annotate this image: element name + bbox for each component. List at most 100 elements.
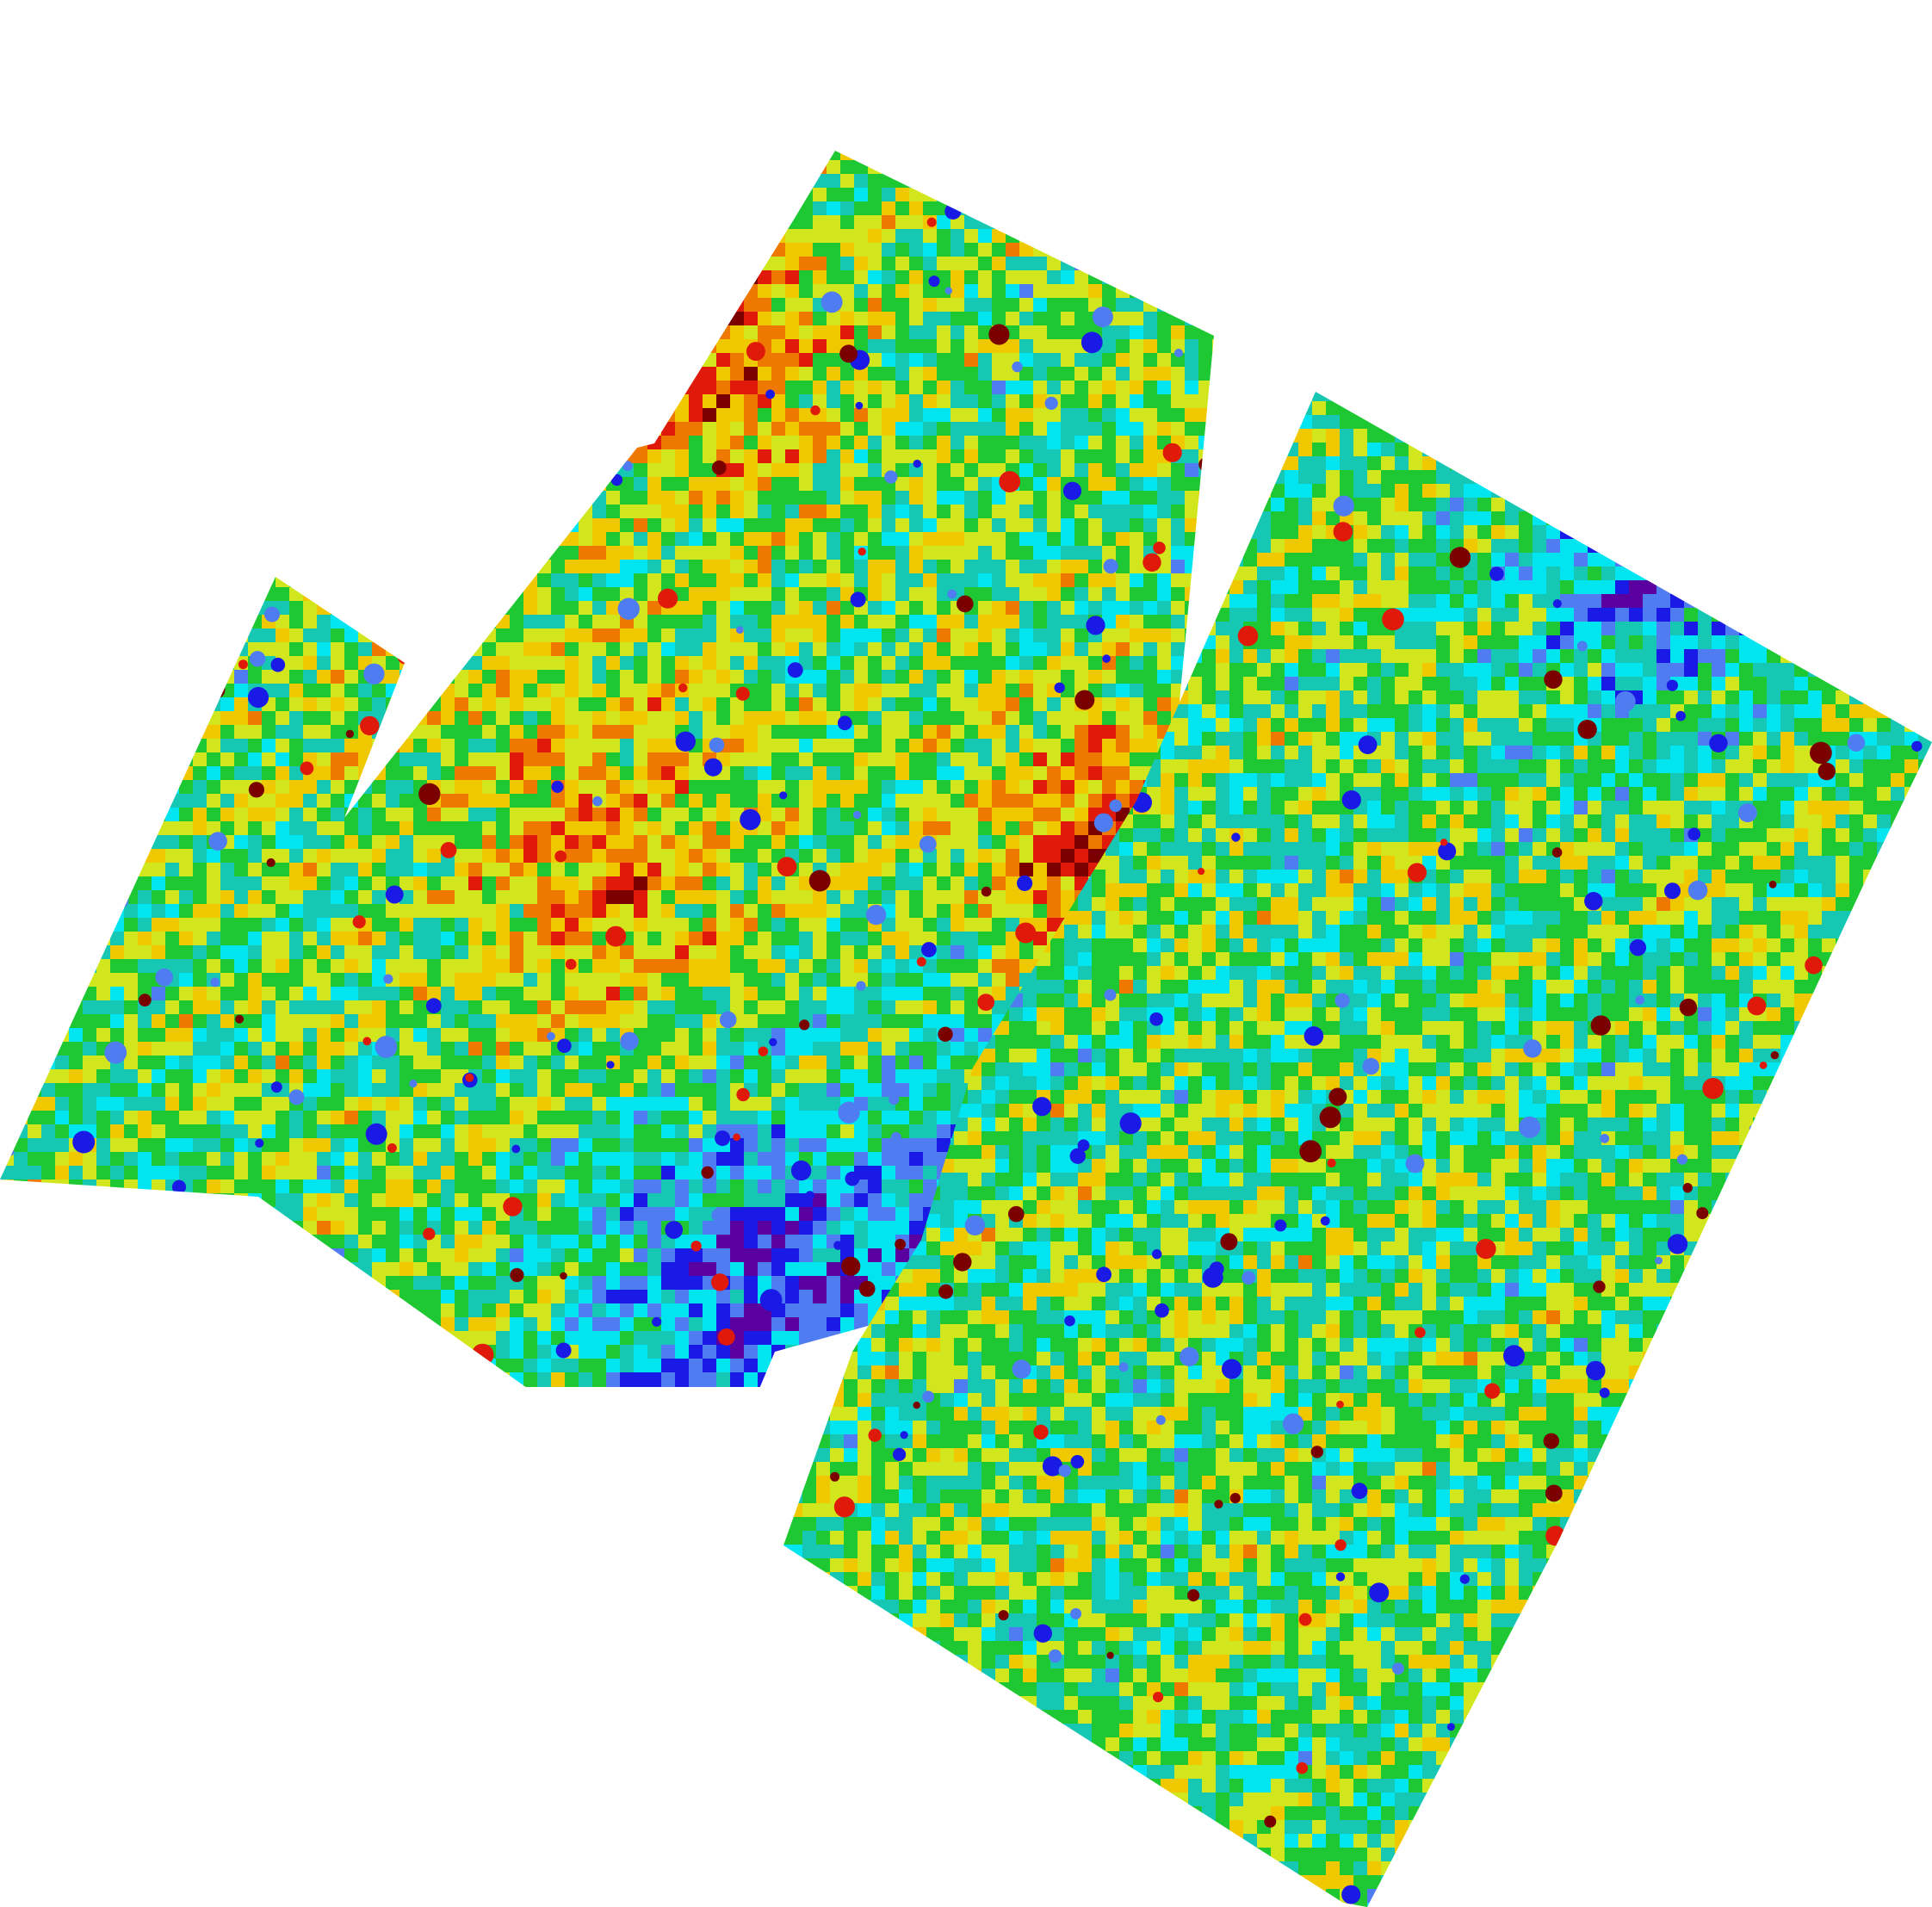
- heat-cell: [83, 752, 97, 767]
- heat-cell: [785, 794, 800, 808]
- heat-cell: [1157, 628, 1172, 643]
- heat-cell: [317, 904, 331, 919]
- heat-cell: [703, 794, 717, 808]
- heat-cell: [854, 298, 869, 313]
- heat-cell: [744, 436, 759, 450]
- heat-cell: [386, 780, 400, 795]
- heat-cell: [193, 849, 207, 864]
- heat-cell: [813, 449, 827, 464]
- heat-cell: [1143, 353, 1158, 368]
- heat-cell: [372, 201, 387, 216]
- heat-cell: [152, 628, 166, 643]
- heat-cell: [551, 766, 566, 781]
- heat-cell: [1143, 367, 1158, 381]
- heat-cell: [510, 876, 524, 891]
- heat-cell: [83, 794, 97, 808]
- heat-cell: [647, 491, 662, 505]
- heat-cell: [1157, 518, 1172, 533]
- heat-cell: [1047, 628, 1062, 643]
- heat-cell: [1116, 339, 1130, 354]
- heat-cell: [1019, 573, 1034, 588]
- heat-cell: [813, 284, 827, 299]
- heat-cell: [413, 381, 428, 395]
- heat-cell: [882, 560, 896, 574]
- heat-cell: [744, 780, 759, 795]
- heat-cell: [1102, 174, 1117, 189]
- heat-cell: [427, 449, 442, 464]
- heat-cell: [840, 505, 855, 519]
- heat-cell: [262, 904, 276, 919]
- heat-cell: [744, 725, 759, 740]
- heat-cell: [344, 739, 359, 753]
- heat-cell: [455, 656, 469, 671]
- heat-cell: [510, 151, 524, 161]
- heat-cell: [248, 422, 263, 437]
- heat-cell: [248, 601, 263, 616]
- heat-cell: [1047, 229, 1062, 244]
- heat-cell: [262, 587, 276, 602]
- heat-cell: [69, 505, 84, 519]
- heat-cell: [331, 201, 345, 216]
- heat-cell: [565, 546, 579, 560]
- heat-cell: [1143, 339, 1158, 354]
- heat-cell: [0, 339, 15, 354]
- heat-cell: [303, 215, 318, 230]
- heat-cell: [83, 243, 97, 257]
- heat-cell: [937, 656, 951, 671]
- heat-cell: [868, 298, 882, 313]
- heat-cell: [1212, 151, 1214, 161]
- heat-cell: [262, 160, 276, 175]
- heat-cell: [868, 697, 882, 712]
- heat-cell: [895, 863, 910, 877]
- heat-cell: [55, 670, 70, 684]
- heat-cell: [661, 201, 676, 216]
- heat-cell: [234, 449, 249, 464]
- heat-cell: [468, 518, 483, 533]
- heat-cell: [840, 821, 855, 836]
- heat-cell: [799, 215, 814, 230]
- heat-cell: [413, 725, 428, 740]
- heat-cell: [1074, 642, 1089, 657]
- heat-cell: [386, 449, 400, 464]
- heat-cell: [978, 215, 993, 230]
- heat-cell: [661, 381, 676, 395]
- heat-cell: [1019, 670, 1034, 684]
- heat-cell: [427, 243, 442, 257]
- heat-cell: [620, 270, 635, 285]
- heat-cell: [1047, 188, 1062, 202]
- heat-cell: [0, 642, 15, 657]
- heat-cell: [0, 298, 15, 313]
- heat-cell: [482, 463, 497, 478]
- heat-cell: [427, 270, 442, 285]
- heat-cell: [523, 463, 538, 478]
- heat-cell: [730, 353, 745, 368]
- heat-cell: [689, 752, 703, 767]
- heat-cell: [55, 766, 70, 781]
- heat-cell: [634, 670, 648, 684]
- heat-cell: [28, 174, 42, 189]
- heat-cell: [289, 684, 304, 698]
- heat-cell: [1074, 725, 1089, 740]
- heat-cell: [276, 367, 290, 381]
- heat-cell: [937, 394, 951, 409]
- heat-cell: [523, 546, 538, 560]
- heat-cell: [41, 298, 56, 313]
- heat-cell: [1130, 711, 1144, 726]
- heat-cell: [634, 863, 648, 877]
- heat-cell: [716, 422, 731, 437]
- heat-cell: [606, 367, 621, 381]
- heat-cell: [496, 656, 511, 671]
- heat-cell: [41, 849, 56, 864]
- heat-cell: [28, 780, 42, 795]
- heat-cell: [14, 367, 28, 381]
- heat-cell: [441, 560, 455, 574]
- heat-cell: [510, 766, 524, 781]
- heat-cell: [909, 573, 924, 588]
- heat-cell: [427, 151, 442, 161]
- heat-cell: [1116, 312, 1130, 326]
- heat-cell: [0, 739, 15, 753]
- heat-cell: [358, 505, 373, 519]
- heat-cell: [937, 849, 951, 864]
- heat-cell: [923, 670, 938, 684]
- heat-cell: [827, 863, 841, 877]
